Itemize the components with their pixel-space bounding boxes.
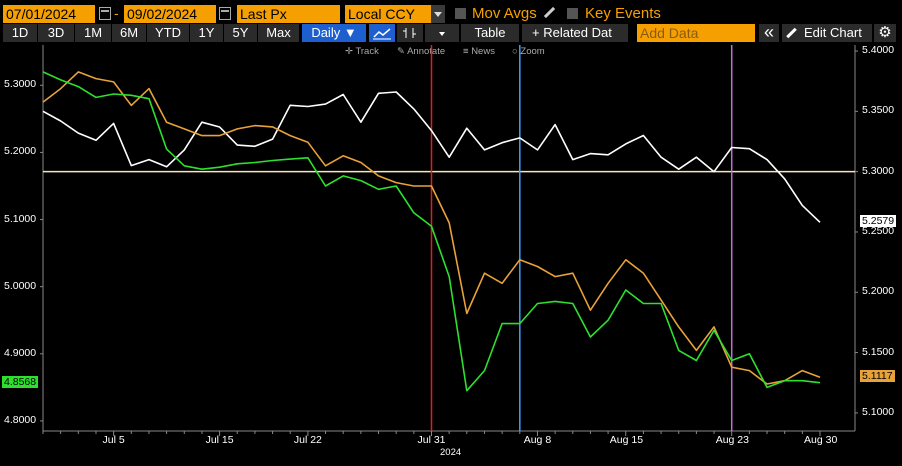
left-tick-label: 4.9000 (4, 346, 37, 359)
field-selector[interactable]: Last Px (237, 5, 340, 23)
frequency-dropdown[interactable]: Daily ▼ (302, 24, 366, 42)
edit-chart-label: Edit Chart (804, 25, 862, 40)
edit-chart-button[interactable]: Edit Chart (782, 24, 872, 42)
right-tick-label: 5.2500 (862, 224, 895, 237)
x-tick-label: Aug 23 (715, 434, 749, 446)
zoom-icon: ○ (512, 46, 521, 57)
series-line-1 (42, 71, 821, 385)
left-tick-label: 5.1000 (4, 212, 37, 225)
range-1y-button[interactable]: 1Y (190, 24, 223, 42)
collapse-icon[interactable]: « (759, 23, 779, 42)
track-label: Track (355, 46, 379, 57)
left-tick-label: 5.3000 (4, 78, 37, 91)
table-button[interactable]: Table (461, 24, 519, 42)
mov-avgs-checkbox[interactable] (455, 8, 466, 19)
related-data-button[interactable]: + Related Dat (522, 24, 628, 42)
end-date-field[interactable]: 09/02/2024 (124, 5, 216, 23)
range-6m-button[interactable]: 6M (112, 24, 146, 42)
x-tick-label: Jul 15 (205, 434, 234, 446)
calendar-icon[interactable] (219, 7, 231, 20)
right-tick-label: 5.2000 (862, 285, 895, 298)
line-chart-icon[interactable] (369, 24, 395, 42)
x-tick-label: Aug 30 (804, 434, 838, 446)
top-toolbar: 07/01/2024 - 09/02/2024 Last Px Local CC… (0, 0, 902, 26)
zoom-tool[interactable]: ○ Zoom (512, 46, 545, 57)
right-tick-label: 5.3000 (862, 164, 895, 177)
range-ytd-button[interactable]: YTD (147, 24, 189, 42)
x-tick-label: Jul 22 (293, 434, 322, 446)
news-label: News (471, 46, 495, 57)
range-3d-button[interactable]: 3D (38, 24, 74, 42)
track-tool[interactable]: ✛ Track (345, 46, 379, 57)
x-tick-label: Aug 8 (523, 434, 552, 446)
key-events-checkbox[interactable] (567, 8, 578, 19)
news-icon: ≡ (463, 46, 472, 57)
zoom-label: Zoom (520, 46, 545, 57)
range-5y-button[interactable]: 5Y (224, 24, 257, 42)
orange-last-value-tag: 5.1117 (860, 370, 895, 383)
right-tick-label: 5.1000 (862, 405, 895, 418)
add-data-input[interactable] (637, 24, 755, 42)
x-tick-label: Jul 31 (417, 434, 446, 446)
right-tick-label: 5.4000 (862, 44, 895, 57)
x-tick-label: Jul 5 (102, 434, 125, 446)
series-lines (42, 71, 821, 392)
gear-icon[interactable]: ⚙ (874, 24, 896, 42)
left-tick-label: 5.0000 (4, 279, 37, 292)
x-tick-label: Aug 15 (609, 434, 644, 446)
start-date-field[interactable]: 07/01/2024 (3, 5, 95, 23)
mov-avgs-label[interactable]: Mov Avgs (472, 5, 537, 22)
x-axis-year-label: 2024 (440, 447, 462, 458)
white-last-value-tag: 5.2579 (860, 215, 897, 228)
left-tick-label: 4.8000 (4, 413, 37, 426)
series-line-2 (42, 71, 821, 392)
date-separator: - (114, 5, 119, 21)
event-lines (43, 45, 855, 431)
series-line-0 (42, 91, 821, 223)
right-tick-label: 5.1500 (862, 345, 895, 358)
currency-selector[interactable]: Local CCY (345, 5, 431, 23)
range-1d-button[interactable]: 1D (3, 24, 37, 42)
calendar-icon[interactable] (99, 7, 111, 20)
chart-axes (40, 45, 858, 436)
annotate-tool[interactable]: ✎ Annotate (397, 46, 445, 57)
left-tick-label: 5.2000 (4, 145, 37, 158)
annotate-icon: ✎ (397, 46, 408, 57)
crosshair-icon: ✛ (345, 46, 356, 57)
news-tool[interactable]: ≡ News (463, 46, 495, 57)
right-tick-label: 5.3500 (862, 104, 895, 117)
range-1m-button[interactable]: 1M (75, 24, 111, 42)
chevron-down-icon[interactable] (431, 5, 445, 23)
range-max-button[interactable]: Max (258, 24, 299, 42)
chart-type-dropdown[interactable] (425, 24, 459, 42)
annotate-label: Annotate (407, 46, 446, 57)
bar-chart-icon[interactable] (397, 24, 423, 42)
green-last-value-tag: 4.8568 (2, 375, 39, 388)
key-events-label[interactable]: Key Events (585, 5, 661, 22)
